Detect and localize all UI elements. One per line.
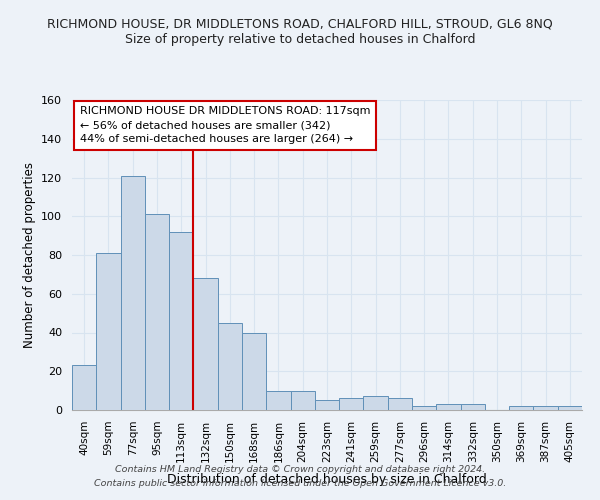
Bar <box>461 404 485 410</box>
Bar <box>364 396 388 410</box>
Bar <box>315 400 339 410</box>
Bar <box>242 332 266 410</box>
Bar <box>72 366 96 410</box>
Bar <box>339 398 364 410</box>
Bar <box>533 406 558 410</box>
Bar <box>290 390 315 410</box>
Bar <box>509 406 533 410</box>
Text: Size of property relative to detached houses in Chalford: Size of property relative to detached ho… <box>125 32 475 46</box>
Text: RICHMOND HOUSE, DR MIDDLETONS ROAD, CHALFORD HILL, STROUD, GL6 8NQ: RICHMOND HOUSE, DR MIDDLETONS ROAD, CHAL… <box>47 18 553 30</box>
Text: RICHMOND HOUSE DR MIDDLETONS ROAD: 117sqm
← 56% of detached houses are smaller (: RICHMOND HOUSE DR MIDDLETONS ROAD: 117sq… <box>80 106 370 144</box>
Bar <box>388 398 412 410</box>
Bar <box>412 406 436 410</box>
Y-axis label: Number of detached properties: Number of detached properties <box>23 162 35 348</box>
Bar <box>96 253 121 410</box>
Bar <box>145 214 169 410</box>
Bar <box>121 176 145 410</box>
X-axis label: Distribution of detached houses by size in Chalford: Distribution of detached houses by size … <box>167 473 487 486</box>
Bar <box>193 278 218 410</box>
Bar <box>266 390 290 410</box>
Bar <box>218 323 242 410</box>
Bar <box>558 406 582 410</box>
Bar <box>436 404 461 410</box>
Text: Contains HM Land Registry data © Crown copyright and database right 2024.
Contai: Contains HM Land Registry data © Crown c… <box>94 466 506 487</box>
Bar <box>169 232 193 410</box>
